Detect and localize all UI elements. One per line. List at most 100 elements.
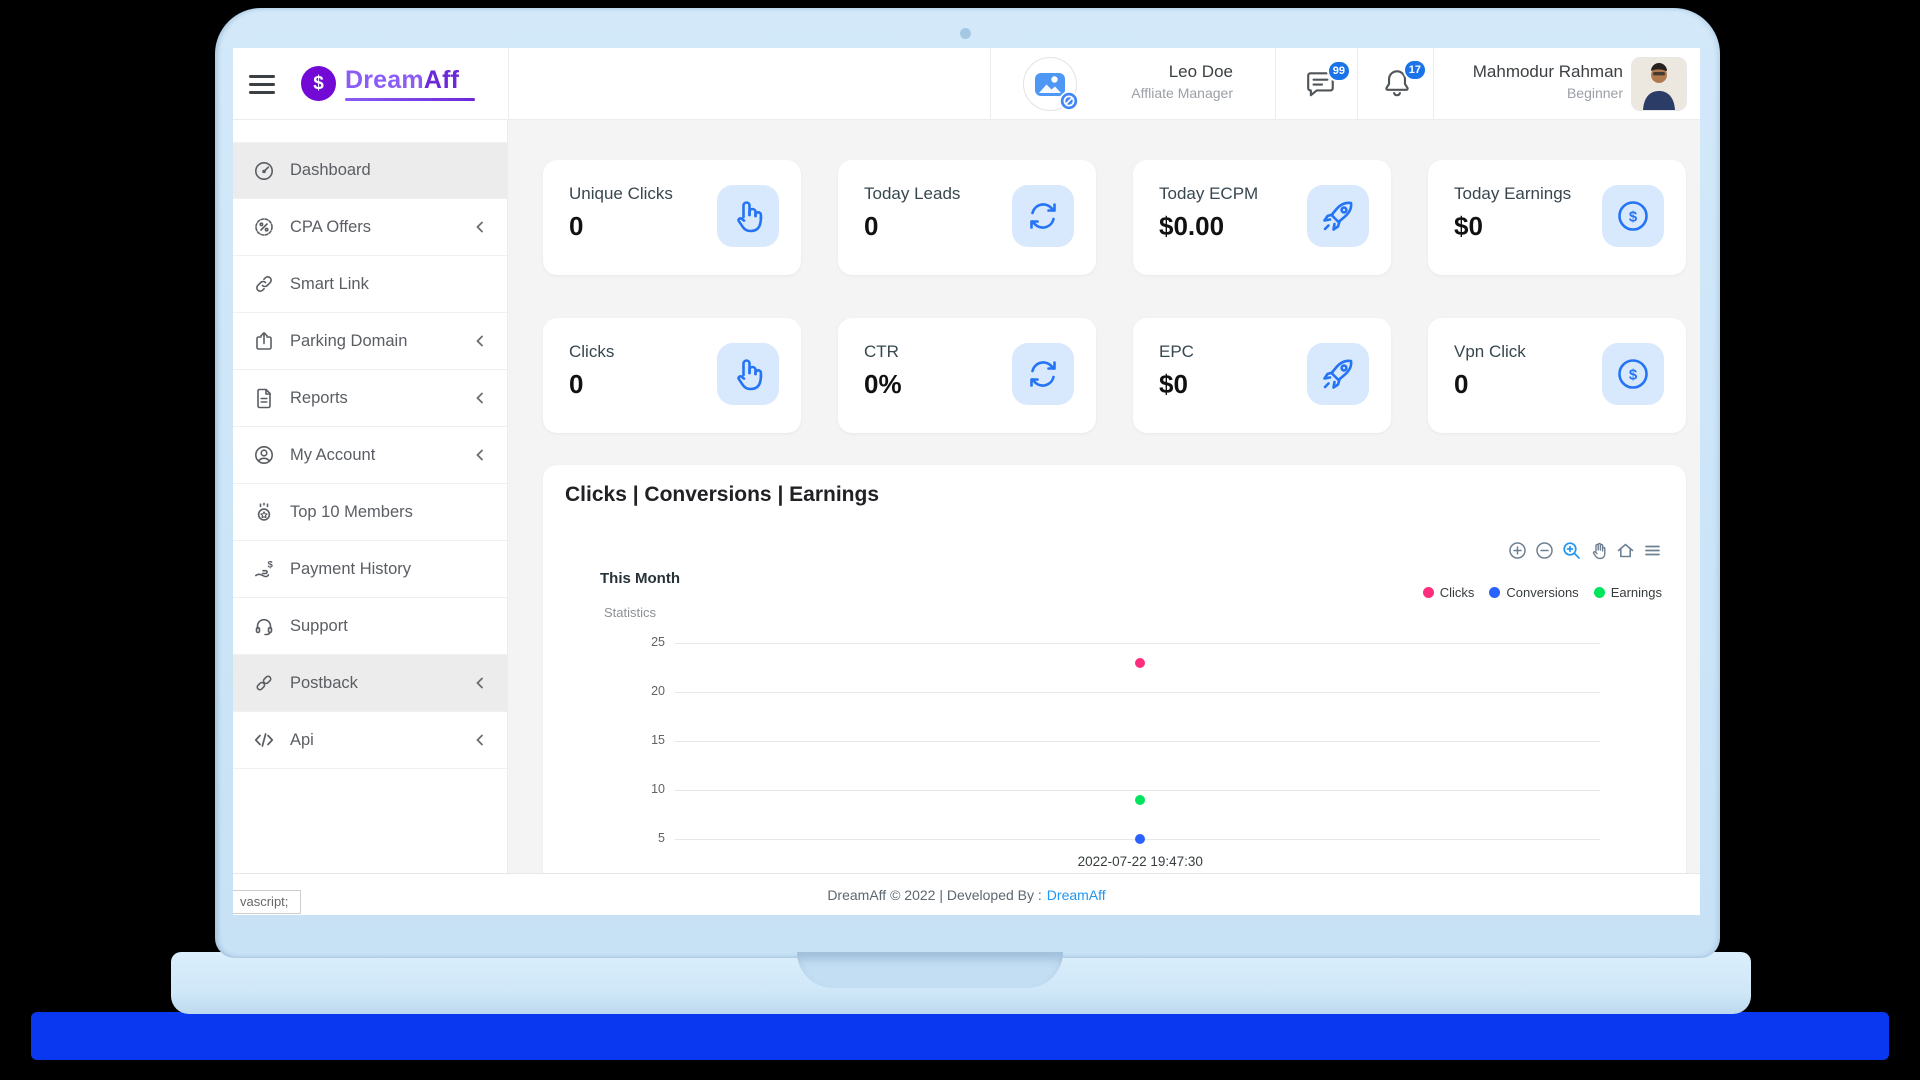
sidebar-item-dashboard[interactable]: Dashboard bbox=[233, 142, 507, 199]
arrows-rotate-icon bbox=[1012, 185, 1074, 247]
selection-zoom-icon[interactable] bbox=[1562, 541, 1581, 560]
notifications-badge: 17 bbox=[1402, 59, 1427, 81]
stat-label: Clicks bbox=[569, 342, 615, 361]
gridline bbox=[675, 741, 1600, 742]
reset-zoom-home-icon[interactable] bbox=[1616, 541, 1635, 560]
legend-item-clicks[interactable]: Clicks bbox=[1422, 585, 1474, 600]
legend-marker bbox=[1489, 587, 1501, 598]
stat-card-vpn-click: Vpn Click 0 $ bbox=[1428, 318, 1686, 433]
sidebar-item-top-10-members[interactable]: Top 10 Members bbox=[233, 484, 507, 541]
data-point-conversions bbox=[1135, 834, 1146, 844]
arrows-rotate-icon bbox=[1012, 343, 1074, 405]
chevron-left-icon bbox=[476, 221, 483, 233]
speedometer-icon bbox=[255, 161, 273, 180]
zoom-in-icon[interactable] bbox=[1508, 541, 1527, 560]
stat-value: 0 bbox=[1454, 369, 1469, 399]
manager-info: Leo Doe Affliate Manager bbox=[1131, 62, 1233, 101]
stat-card-today-earnings: Today Earnings $0 $ bbox=[1428, 160, 1686, 275]
box-arrow-up-icon bbox=[256, 332, 272, 350]
stat-label: EPC bbox=[1159, 342, 1194, 361]
sidebar-item-reports[interactable]: Reports bbox=[233, 370, 507, 427]
y-tick-label: 15 bbox=[651, 733, 665, 747]
brand-underline bbox=[345, 98, 475, 101]
messages-button[interactable]: 99 bbox=[1305, 60, 1351, 102]
hand-pointer-icon bbox=[717, 343, 779, 405]
webcam-dot bbox=[960, 28, 971, 39]
messages-badge: 99 bbox=[1326, 60, 1351, 82]
gridline bbox=[675, 643, 1600, 644]
image-placeholder-icon bbox=[1035, 73, 1065, 96]
stat-label: Vpn Click bbox=[1454, 342, 1526, 361]
dollar-circle-icon: $ bbox=[1602, 185, 1664, 247]
user-avatar[interactable] bbox=[1631, 57, 1687, 111]
notifications-button[interactable]: 17 bbox=[1381, 59, 1427, 101]
main-content: Unique Clicks 0 Today Leads 0 Today ECPM $0.0… bbox=[508, 120, 1700, 873]
chevron-left-icon bbox=[476, 734, 483, 746]
zoom-out-icon[interactable] bbox=[1535, 541, 1554, 560]
stat-card-today-ecpm: Today ECPM $0.00 bbox=[1133, 160, 1391, 275]
link-icon bbox=[256, 276, 272, 292]
sidebar: Dashboard CPA Offers Smart Link Parking … bbox=[233, 120, 508, 915]
stat-card-today-leads: Today Leads 0 bbox=[838, 160, 1096, 275]
stat-value: 0 bbox=[864, 211, 879, 241]
footer-link[interactable]: DreamAff bbox=[1046, 886, 1106, 903]
header-divider bbox=[508, 48, 509, 120]
header-divider bbox=[990, 48, 991, 120]
header: $ DreamAff Leo Doe Affliate Manager bbox=[233, 48, 1700, 120]
y-tick-label: 5 bbox=[658, 831, 665, 845]
chart-heading: Clicks | Conversions | Earnings bbox=[565, 483, 880, 506]
user-photo-icon bbox=[1632, 58, 1686, 110]
sidebar-item-postback[interactable]: Postback bbox=[233, 655, 507, 712]
data-point-earnings bbox=[1135, 794, 1146, 805]
hamburger-menu-icon[interactable] bbox=[249, 75, 275, 99]
rocket-icon bbox=[1307, 343, 1369, 405]
legend-label: Conversions bbox=[1506, 585, 1579, 600]
person-circle-icon bbox=[255, 446, 273, 464]
legend-item-earnings[interactable]: Earnings bbox=[1593, 585, 1662, 600]
gridline bbox=[675, 692, 1600, 693]
sidebar-item-payment-history[interactable]: $ Payment History bbox=[233, 541, 507, 598]
chart-title: This Month bbox=[600, 570, 680, 587]
sidebar-item-api[interactable]: Api bbox=[233, 712, 507, 769]
stat-label: CTR bbox=[864, 342, 899, 361]
manager-avatar[interactable] bbox=[1023, 57, 1079, 111]
header-divider bbox=[1357, 48, 1358, 120]
chevron-left-icon bbox=[476, 335, 483, 347]
legend-item-conversions[interactable]: Conversions bbox=[1489, 585, 1579, 600]
sidebar-item-label: Postback bbox=[290, 673, 358, 692]
gridline bbox=[675, 790, 1600, 791]
dollar-circle-icon: $ bbox=[1602, 343, 1664, 405]
manager-role: Affliate Manager bbox=[1131, 85, 1233, 101]
x-axis-label: 2022-07-22 19:47:30 bbox=[1077, 854, 1203, 869]
svg-text:$: $ bbox=[268, 560, 274, 571]
sidebar-item-smart-link[interactable]: Smart Link bbox=[233, 256, 507, 313]
sidebar-item-label: CPA Offers bbox=[290, 217, 372, 236]
chart-toolbar bbox=[1508, 541, 1662, 560]
pan-icon[interactable] bbox=[1589, 541, 1608, 560]
stat-value: 0 bbox=[569, 369, 584, 399]
sidebar-item-support[interactable]: Support bbox=[233, 598, 507, 655]
stat-label: Unique Clicks bbox=[569, 184, 673, 203]
stat-card-epc: EPC $0 bbox=[1133, 318, 1391, 433]
user-level: Beginner bbox=[1566, 85, 1623, 101]
stat-value: $0.00 bbox=[1159, 211, 1225, 241]
sidebar-item-label: Parking Domain bbox=[290, 331, 408, 350]
sidebar-item-parking-domain[interactable]: Parking Domain bbox=[233, 313, 507, 370]
chain-icon bbox=[256, 675, 272, 691]
dollar-badge-icon: $ bbox=[301, 66, 336, 101]
blocked-badge-icon bbox=[1059, 91, 1079, 111]
sidebar-item-cpa-offers[interactable]: CPA Offers bbox=[233, 199, 507, 256]
stat-value: 0 bbox=[569, 211, 584, 241]
legend-marker bbox=[1593, 587, 1605, 598]
brand-primary: Dream bbox=[345, 66, 424, 94]
sidebar-item-label: Reports bbox=[290, 388, 348, 407]
chevron-left-icon bbox=[476, 392, 483, 404]
sidebar-item-my-account[interactable]: My Account bbox=[233, 427, 507, 484]
cash-hand-icon: $ bbox=[255, 560, 274, 578]
svg-text:$: $ bbox=[1629, 367, 1638, 384]
award-icon bbox=[257, 502, 271, 521]
chart-menu-icon[interactable] bbox=[1643, 541, 1662, 560]
user-info: Mahmodur Rahman Beginner bbox=[1473, 62, 1623, 101]
stat-cards-grid: Unique Clicks 0 Today Leads 0 Today ECPM $0.0… bbox=[543, 160, 1688, 433]
brand-logo[interactable]: $ DreamAff bbox=[301, 66, 475, 101]
